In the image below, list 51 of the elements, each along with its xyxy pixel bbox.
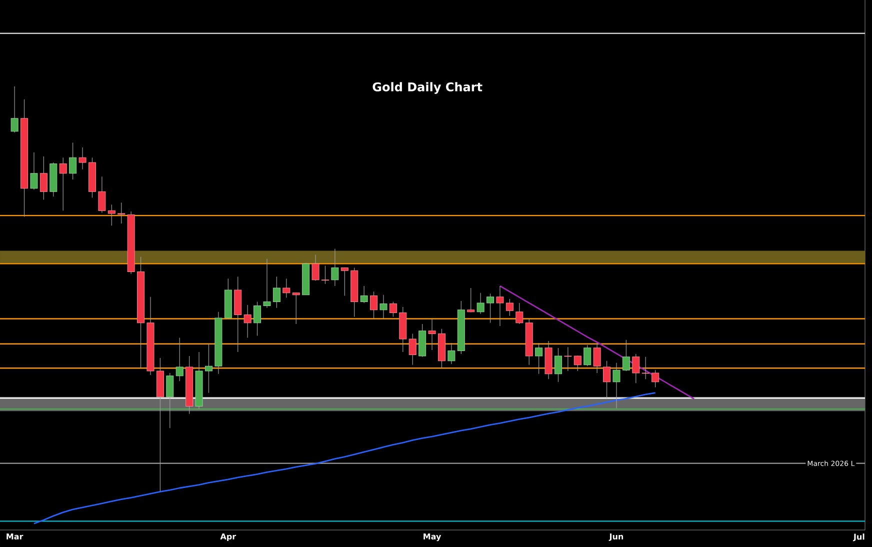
candlestick xyxy=(118,202,126,224)
candlestick xyxy=(486,293,494,324)
candlestick xyxy=(69,142,77,180)
candlestick xyxy=(496,286,504,326)
candlestick xyxy=(535,342,543,374)
candlestick xyxy=(642,356,650,380)
candlestick xyxy=(574,355,582,372)
candlestick xyxy=(428,318,436,350)
candlestick xyxy=(204,344,212,394)
candlestick xyxy=(254,301,262,336)
candlestick xyxy=(506,298,514,316)
candlestick xyxy=(176,337,184,382)
candlestick xyxy=(263,258,271,308)
candlestick xyxy=(244,304,252,338)
candlestick xyxy=(584,344,592,366)
candlestick xyxy=(312,254,320,282)
candlestick xyxy=(108,204,116,226)
candlestick xyxy=(603,360,611,398)
candlestick xyxy=(30,152,38,190)
candlestick xyxy=(78,147,86,170)
candlestick xyxy=(59,157,67,211)
candlestick xyxy=(370,291,378,320)
candlestick xyxy=(389,301,397,318)
candlestick xyxy=(292,292,300,324)
candlestick xyxy=(652,370,660,388)
x-tick-label: Mar xyxy=(6,534,24,540)
candlestick xyxy=(321,265,329,284)
x-tick-label: May xyxy=(424,534,442,542)
candlestick xyxy=(408,333,416,366)
candlestick xyxy=(380,294,388,320)
candlestick xyxy=(593,342,601,374)
candlestick xyxy=(476,292,484,314)
chart-title: Gold Daily Chart xyxy=(372,82,482,94)
candlestick xyxy=(331,248,339,286)
candlestick xyxy=(622,340,630,372)
candlestick xyxy=(360,286,368,304)
x-tick-label: Jun xyxy=(608,534,624,541)
candlestick xyxy=(272,276,280,308)
candlestick xyxy=(632,354,640,384)
candlestick xyxy=(98,176,106,213)
candlestick xyxy=(10,86,18,133)
x-tick-label: Apr xyxy=(220,534,236,542)
candlestick xyxy=(448,342,456,364)
x-tick-label: Jul xyxy=(853,534,864,542)
candlestick xyxy=(467,288,475,313)
candlestick xyxy=(282,278,290,298)
candlestick xyxy=(564,346,572,372)
candlestick xyxy=(554,348,562,382)
candlestick xyxy=(40,156,48,200)
candlestick xyxy=(340,267,348,296)
candlestick xyxy=(516,302,524,324)
